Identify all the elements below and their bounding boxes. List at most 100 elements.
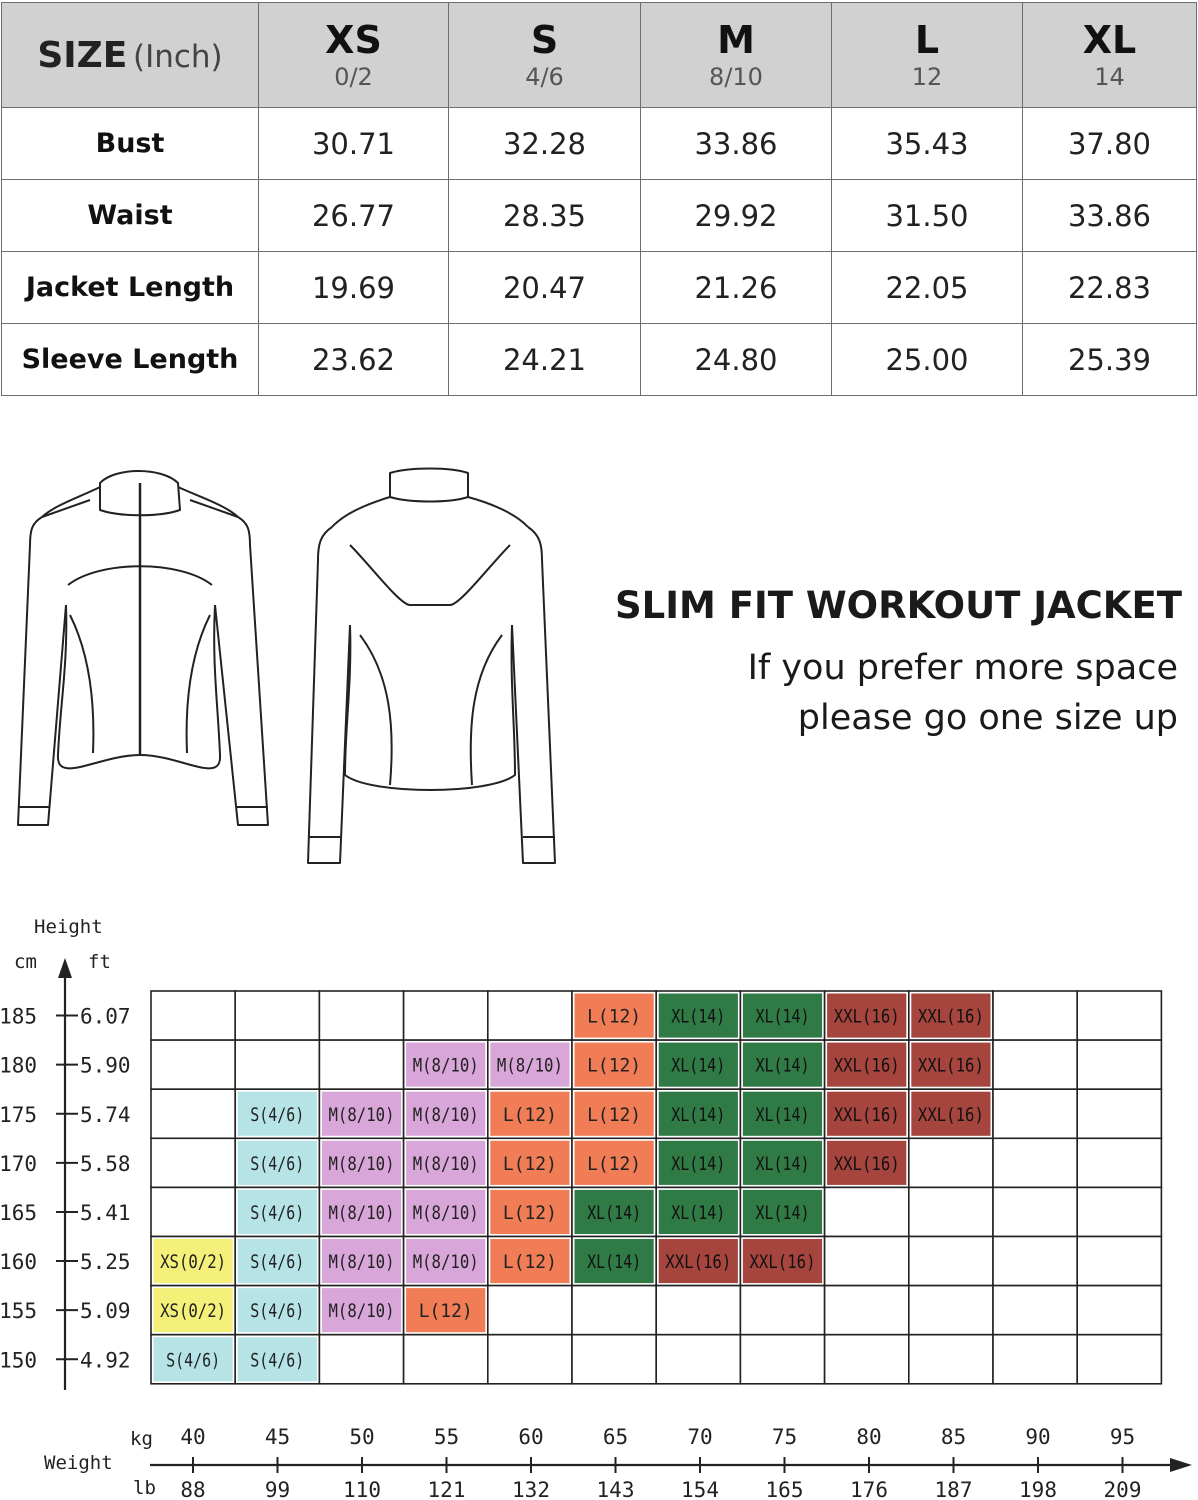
grid-cell <box>992 1137 1078 1189</box>
weight-lb-tick-label: 165 <box>766 1478 804 1500</box>
size-cell-label: S(4/6) <box>250 1300 304 1322</box>
height-axis-arrow <box>58 958 72 978</box>
weight-lb-tick-label: 143 <box>597 1478 635 1500</box>
grid-cell <box>992 990 1078 1041</box>
size-cell-label: XXL(16) <box>834 1153 900 1175</box>
size-cell-label: XL(14) <box>756 1153 810 1175</box>
weight-kg-tick-label: 70 <box>687 1425 712 1449</box>
weight-lb-tick-label: 99 <box>265 1478 290 1500</box>
grid-cell <box>402 990 489 1041</box>
size-cell-fill <box>406 1288 486 1333</box>
size-cell-fill <box>237 1140 317 1185</box>
grid-cell <box>318 1333 405 1385</box>
size-cell-fill <box>742 1239 823 1284</box>
weight-kg-tick-label: 60 <box>518 1425 543 1449</box>
size-cell-fill <box>658 1091 738 1136</box>
size-cell-fill <box>658 1042 738 1087</box>
row-label: Waist <box>1 179 259 252</box>
weight-lb-tick-label: 176 <box>850 1478 888 1500</box>
weight-kg-tick-label: 90 <box>1025 1425 1050 1449</box>
size-cell-label: XL(14) <box>671 1006 725 1028</box>
size-cell-label: XL(14) <box>671 1153 725 1175</box>
measurement-cell: 33.86 <box>1022 179 1197 252</box>
grid-cell <box>907 1186 994 1238</box>
row-label: Bust <box>1 107 259 180</box>
kg-label: kg <box>130 1428 153 1450</box>
size-cell-label: L(12) <box>503 1202 557 1224</box>
grid-cell <box>823 1186 910 1238</box>
size-cell-fill <box>911 1042 991 1087</box>
height-cm-tick-label: 150 <box>0 1348 37 1372</box>
size-cell-fill <box>827 1091 907 1136</box>
size-number: 12 <box>911 63 943 91</box>
table-row-sleeve-length: Sleeve Length 23.62 24.21 24.80 25.00 25… <box>1 323 1197 396</box>
height-weight-fit-chart: L(12) XL(14) XL(14) XXL(16) XXL(16) M(8/10) M(… <box>0 916 1192 1500</box>
table-row-jacket-length: Jacket Length 19.69 20.47 21.26 22.05 22… <box>1 251 1197 324</box>
weight-lb-tick-label: 88 <box>180 1478 205 1500</box>
height-cm-tick-label: 175 <box>0 1103 37 1127</box>
size-cell-label: XL(14) <box>756 1055 810 1077</box>
grid-cell <box>150 1088 236 1140</box>
weight-axis-label: Weight <box>44 1452 113 1474</box>
grid-cell <box>486 1333 573 1385</box>
size-cell-fill <box>658 1239 738 1284</box>
size-header-m: M 8/10 <box>640 2 832 108</box>
grid-cell <box>1076 990 1163 1041</box>
weight-axis-arrow <box>1170 1458 1192 1472</box>
size-cell-label: XL(14) <box>756 1202 810 1224</box>
size-cell-fill <box>237 1288 317 1333</box>
size-cell-label: XL(14) <box>671 1202 725 1224</box>
row-label: Jacket Length <box>1 251 259 324</box>
size-cell-fill <box>406 1239 486 1284</box>
table-row-waist: Waist 26.77 28.35 29.92 31.50 33.86 <box>1 179 1197 252</box>
height-cm-tick-label: 165 <box>0 1201 37 1225</box>
grid-cell <box>1076 1137 1163 1189</box>
size-unit-header: SIZE (Inch) <box>1 2 259 108</box>
size-cell-label: XXL(16) <box>750 1251 816 1273</box>
size-cell-fill <box>574 1091 654 1136</box>
size-cell-fill <box>237 1239 317 1284</box>
measurement-cell: 20.47 <box>448 251 641 324</box>
measurement-cell: 22.05 <box>831 251 1023 324</box>
weight-lb-tick-label: 209 <box>1104 1478 1142 1500</box>
size-cell-label: L(12) <box>503 1153 557 1175</box>
size-cell-label: XXL(16) <box>918 1006 984 1028</box>
size-cell-label: XXL(16) <box>834 1104 900 1126</box>
size-number: 8/10 <box>709 63 763 91</box>
size-code: L <box>914 18 940 62</box>
size-cell-label: S(4/6) <box>250 1104 304 1126</box>
size-cell-label: L(12) <box>587 1006 641 1028</box>
grid-cell <box>318 990 405 1041</box>
size-cell-label: XXL(16) <box>918 1104 984 1126</box>
size-cell-label: L(12) <box>503 1251 557 1273</box>
size-cell-label: M(8/10) <box>497 1055 563 1077</box>
grid-cell <box>655 1284 742 1336</box>
size-number: 4/6 <box>525 63 564 91</box>
size-cell-fill <box>406 1091 486 1136</box>
size-header-xl: XL 14 <box>1022 2 1197 108</box>
measurement-cell: 19.69 <box>258 251 449 324</box>
size-cell-fill <box>827 1140 907 1185</box>
table-row-bust: Bust 30.71 32.28 33.86 35.43 37.80 <box>1 107 1197 180</box>
cm-label: cm <box>14 951 37 973</box>
grid-cell <box>823 1284 910 1336</box>
measurement-cell: 31.50 <box>831 179 1023 252</box>
height-cm-tick-label: 170 <box>0 1152 37 1176</box>
height-ft-tick-label: 5.74 <box>80 1103 131 1127</box>
size-cell-fill <box>237 1337 317 1382</box>
grid-cell <box>823 1333 910 1385</box>
height-cm-tick-label: 180 <box>0 1054 37 1078</box>
grid-cell <box>1076 1333 1163 1385</box>
grid-cell <box>1076 1235 1163 1287</box>
grid-cell <box>571 1333 657 1385</box>
measurement-cell: 37.80 <box>1022 107 1197 180</box>
size-cell-fill <box>153 1288 233 1333</box>
size-table-header: SIZE (Inch) XS 0/2 S 4/6 M 8/10 L 12 XL … <box>1 2 1197 108</box>
ft-label: ft <box>88 951 111 973</box>
size-cell-label: L(12) <box>419 1300 473 1322</box>
height-ft-tick-label: 5.09 <box>80 1299 131 1323</box>
size-cell-fill <box>742 1189 823 1234</box>
size-cell-label: XL(14) <box>756 1104 810 1126</box>
grid-cell <box>992 1186 1078 1238</box>
measurement-cell: 21.26 <box>640 251 832 324</box>
